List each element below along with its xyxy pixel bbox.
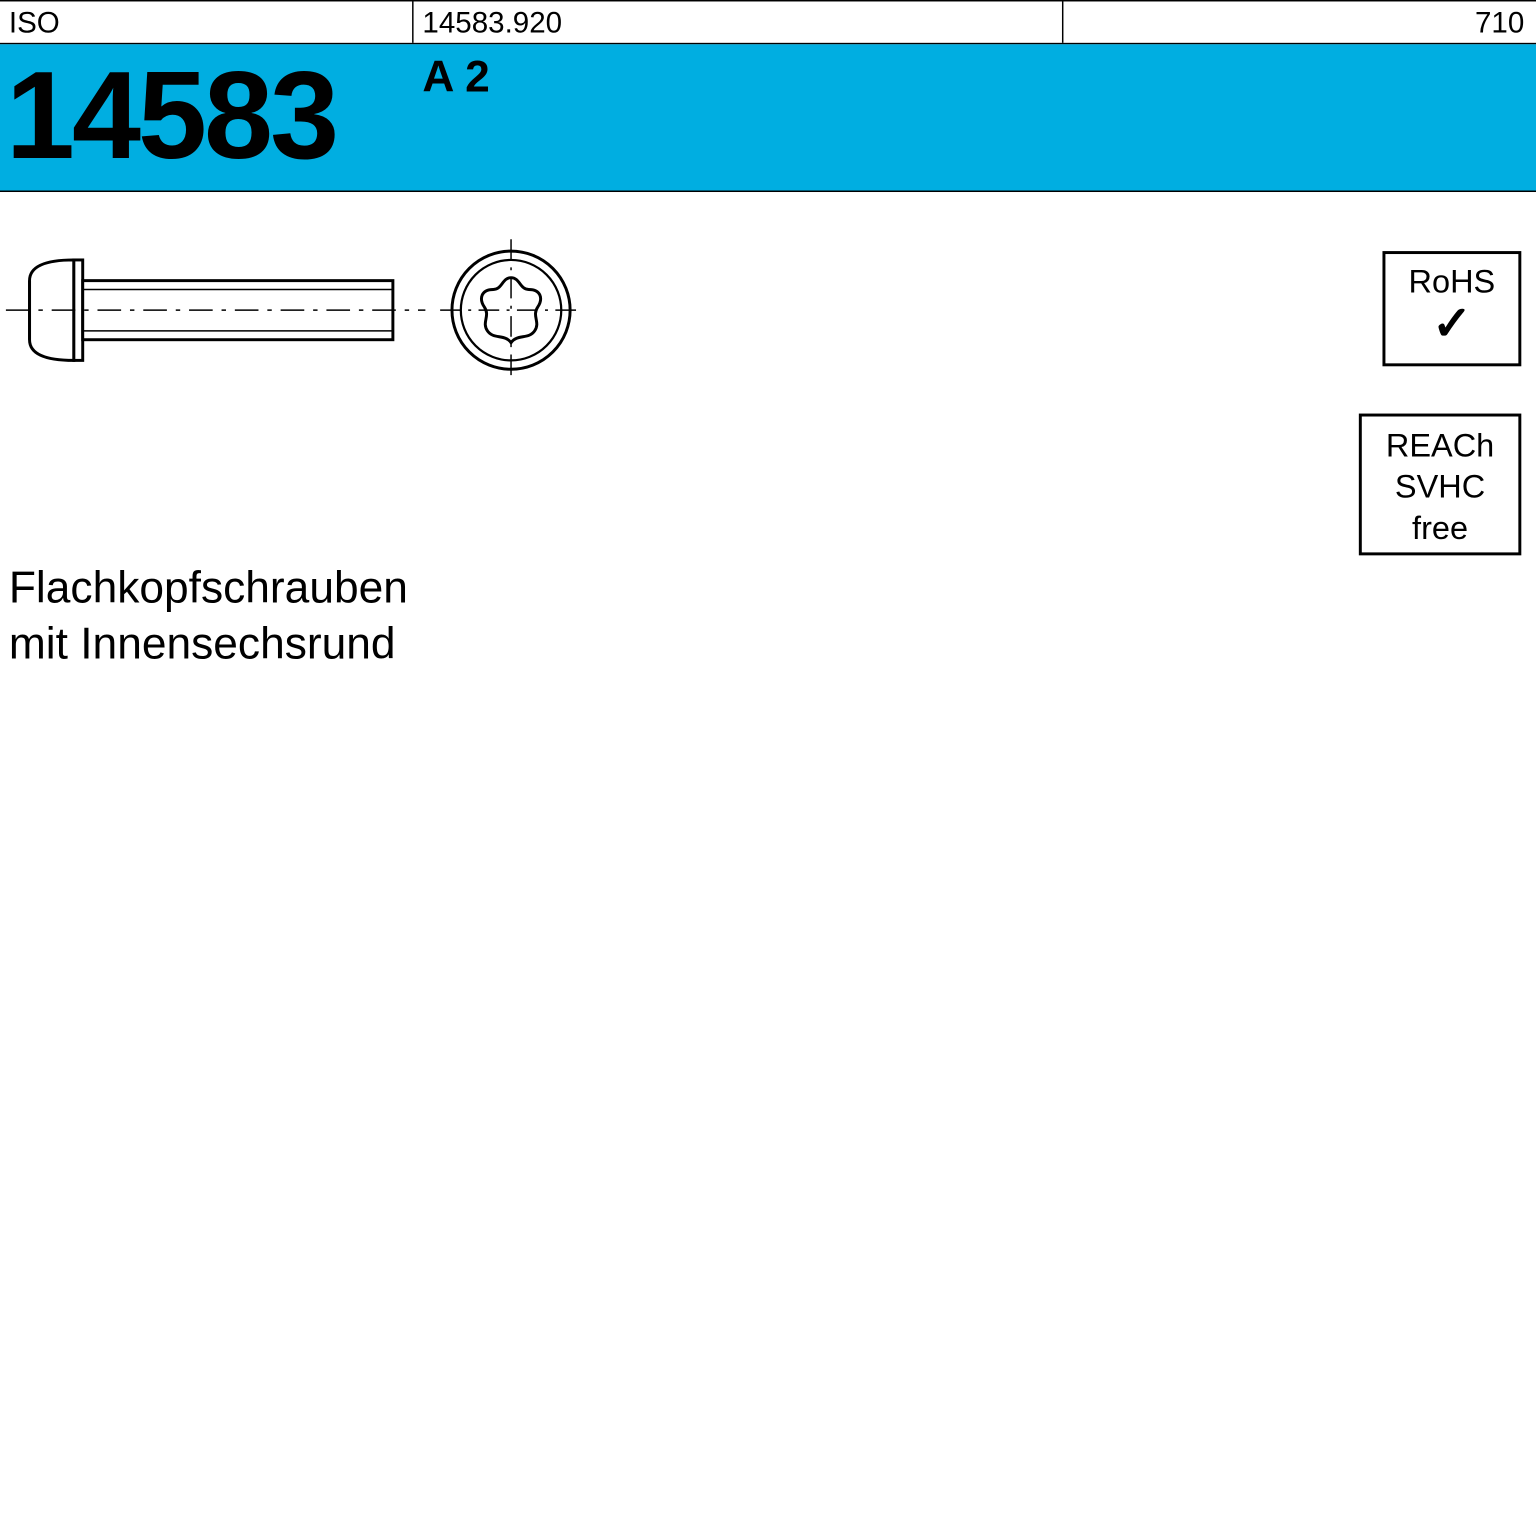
description-line1: Flachkopfschrauben: [9, 561, 408, 617]
rohs-label: RoHS: [1385, 263, 1518, 301]
product-description: Flachkopfschrauben mit Innensechsrund: [9, 561, 408, 673]
product-label-page: ISO 14583.920 710 14583 A 2: [0, 0, 1536, 1536]
material-grade: A 2: [414, 44, 490, 190]
reach-badge: REACh SVHC free: [1359, 414, 1521, 556]
reach-line1: REACh: [1362, 425, 1519, 466]
screw-diagram-icon: [0, 222, 620, 429]
header-standard: ISO: [0, 1, 414, 42]
reach-line2: SVHC: [1362, 467, 1519, 508]
header-row: ISO 14583.920 710: [0, 0, 1536, 44]
header-ref: 710: [1063, 1, 1536, 42]
rohs-badge: RoHS ✓: [1382, 251, 1521, 366]
blue-band: 14583 A 2: [0, 44, 1536, 192]
standard-number: 14583: [0, 44, 414, 190]
header-code: 14583.920: [414, 1, 1064, 42]
description-line2: mit Innensechsrund: [9, 617, 408, 673]
diagram-area: [0, 192, 1536, 517]
reach-line3: free: [1362, 508, 1519, 549]
check-icon: ✓: [1385, 301, 1518, 345]
